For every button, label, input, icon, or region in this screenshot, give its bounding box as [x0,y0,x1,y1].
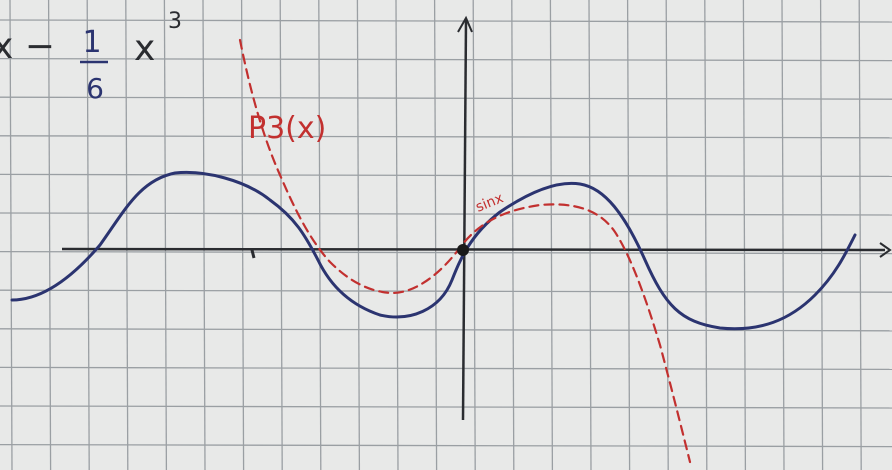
taylor-label: P3(x) [248,111,326,146]
x-axis [62,249,885,250]
paper [0,0,892,470]
formula-variable: x [134,28,155,69]
origin-dot [457,244,469,256]
sketch: x − 1 6 x 3 P3(x) sinx [0,0,892,470]
formula-lead: x − [0,26,55,67]
formula-numerator: 1 [82,25,101,60]
formula-denominator: 6 [86,72,104,105]
formula-exponent: 3 [168,9,182,34]
axis-tick [252,250,254,258]
